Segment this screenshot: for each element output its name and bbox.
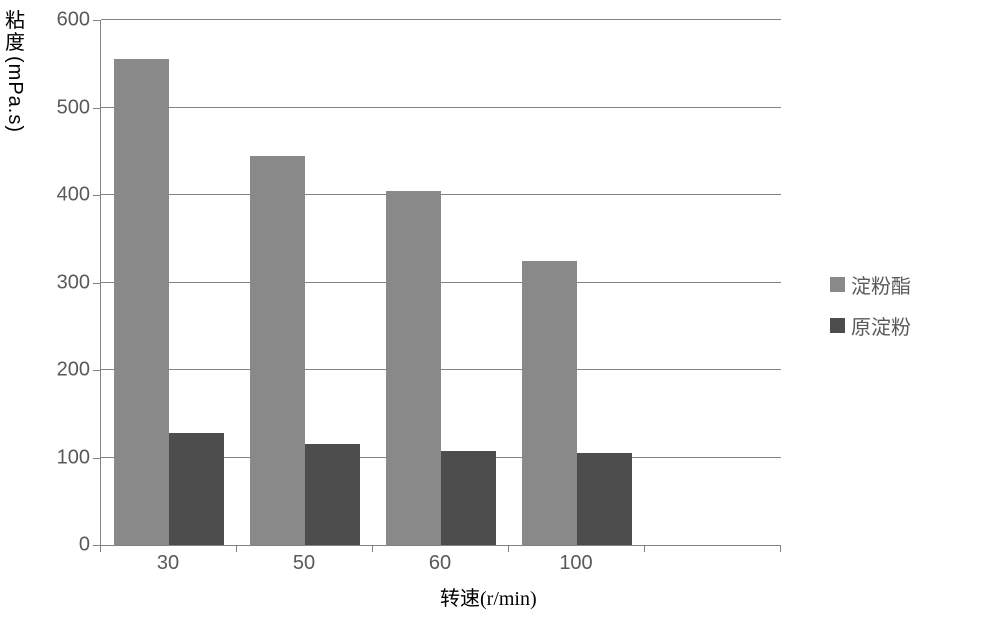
y-tick-mark [93,20,100,21]
gridline [101,369,781,370]
viscosity-bar-chart: 粘度 (mPa.s) 转速(r/min) 淀粉酯原淀粉 0 100 200 300 40… [0,0,1000,623]
x-tick-mark [100,545,101,552]
y-tick-mark [93,545,100,546]
y-tick-mark [93,458,100,459]
bar-原淀粉 [577,453,632,545]
y-tick-label: 0 [40,534,90,557]
x-tick-mark [508,545,509,552]
gridline [101,107,781,108]
y-tick-label: 100 [40,446,90,469]
y-tick-mark [93,195,100,196]
gridline [101,194,781,195]
legend: 淀粉酯原淀粉 [830,258,911,352]
bar-原淀粉 [441,451,496,546]
x-tick-mark [644,545,645,552]
y-tick-label: 500 [40,96,90,119]
x-axis-title: 转速(r/min) [440,582,537,611]
bar-原淀粉 [305,444,360,545]
y-tick-label: 200 [40,359,90,382]
legend-swatch [830,277,845,292]
y-tick-label: 400 [40,184,90,207]
bar-淀粉酯 [386,191,441,545]
bar-原淀粉 [169,433,224,545]
x-tick-mark [236,545,237,552]
x-tick-label: 100 [559,552,592,575]
y-tick-label: 600 [40,9,90,32]
x-tick-label: 50 [293,552,315,575]
gridline [101,282,781,283]
bar-淀粉酯 [114,59,169,545]
x-tick-mark [780,545,781,552]
y-tick-mark [93,108,100,109]
x-tick-mark [372,545,373,552]
y-axis-title-unit: (mPa.s) [4,56,26,133]
y-axis-title: 粘度 (mPa.s) [4,10,26,138]
y-tick-mark [93,370,100,371]
legend-swatch [830,318,845,333]
bar-淀粉酯 [250,156,305,545]
legend-item: 淀粉酯 [830,270,911,299]
y-tick-label: 300 [40,271,90,294]
plot-area [100,20,781,546]
legend-label: 原淀粉 [851,311,911,340]
bar-淀粉酯 [522,261,577,545]
gridline [101,19,781,20]
x-tick-label: 60 [429,552,451,575]
x-tick-label: 30 [157,552,179,575]
y-axis-title-cn: 粘度 [5,10,25,54]
legend-label: 淀粉酯 [851,270,911,299]
y-tick-mark [93,283,100,284]
legend-item: 原淀粉 [830,311,911,340]
